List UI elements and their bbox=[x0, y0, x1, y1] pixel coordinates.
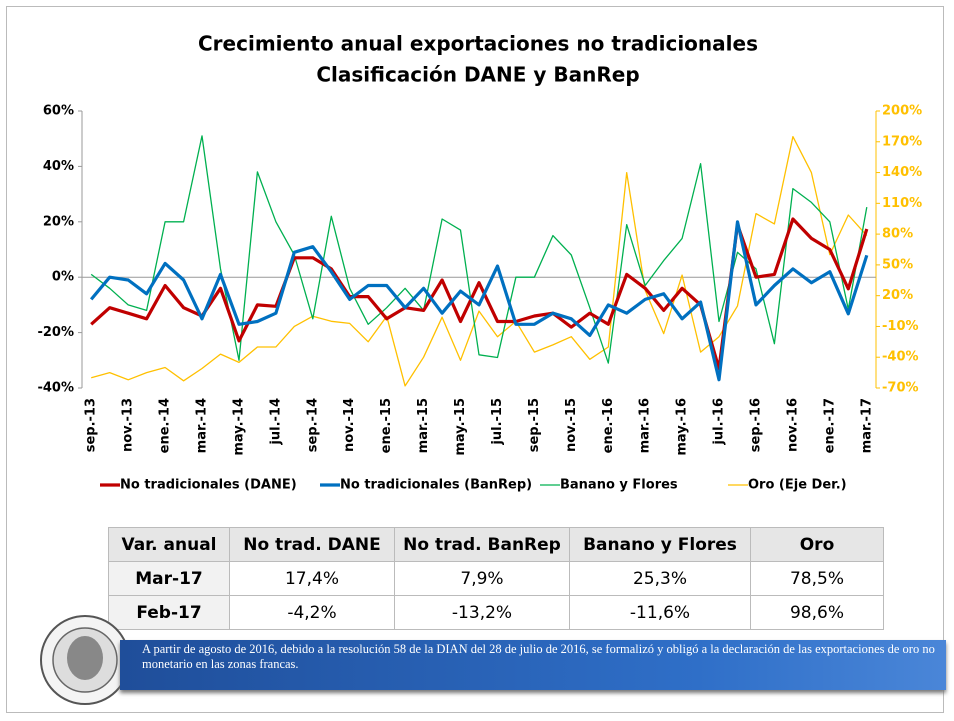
x-tick-label: may.-14 bbox=[231, 398, 246, 456]
table-cell: 7,9% bbox=[394, 561, 570, 596]
y2-tick-label: 20% bbox=[882, 288, 913, 303]
legend-label: No tradicionales (BanRep) bbox=[340, 478, 532, 493]
y-tick-label: 60% bbox=[43, 104, 74, 119]
table-cell: -13,2% bbox=[394, 595, 570, 630]
legend-label: No tradicionales (DANE) bbox=[120, 478, 297, 493]
y2-tick-label: 200% bbox=[882, 104, 922, 119]
x-tick-label: ene.-16 bbox=[601, 398, 616, 453]
x-tick-label: mar.-16 bbox=[638, 398, 653, 453]
x-tick-label: jul.-16 bbox=[712, 398, 727, 446]
logo bbox=[40, 615, 130, 705]
table-header-row: Var. anual No trad. DANE No trad. BanRep Ba… bbox=[108, 527, 884, 562]
table-row: Feb-17 -4,2% -13,2% -11,6% 98,6% bbox=[108, 595, 884, 630]
x-tick-label: sep.-15 bbox=[527, 398, 542, 452]
x-tick-label: sep.-13 bbox=[84, 398, 99, 452]
footnote: A partir de agosto de 2016, debido a la … bbox=[120, 640, 946, 690]
y-tick-label: -20% bbox=[37, 325, 74, 340]
y2-tick-label: 50% bbox=[882, 257, 913, 272]
x-tick-label: jul.-14 bbox=[268, 398, 283, 446]
y2-tick-label: 170% bbox=[882, 134, 922, 149]
table-row: Mar-17 17,4% 7,9% 25,3% 78,5% bbox=[108, 561, 884, 596]
series-line bbox=[90, 135, 868, 364]
legend-label: Oro (Eje Der.) bbox=[748, 478, 847, 493]
x-tick-label: mar.-15 bbox=[416, 398, 431, 453]
header-cell: Banano y Flores bbox=[569, 527, 751, 562]
header-cell: Var. anual bbox=[108, 527, 230, 562]
y2-tick-label: -70% bbox=[882, 381, 919, 396]
chart: Crecimiento anual exportaciones no tradi… bbox=[37, 32, 922, 493]
y-tick-label: 40% bbox=[43, 159, 74, 174]
y2-tick-label: -40% bbox=[882, 350, 919, 365]
table-cell: -11,6% bbox=[569, 595, 751, 630]
table-cell: 17,4% bbox=[229, 561, 395, 596]
y-tick-label: 0% bbox=[52, 270, 74, 285]
x-tick-label: nov.-14 bbox=[342, 398, 357, 452]
x-tick-label: sep.-14 bbox=[305, 398, 320, 452]
header-cell: No trad. DANE bbox=[229, 527, 395, 562]
x-tick-label: mar.-14 bbox=[195, 398, 210, 453]
slide-frame bbox=[6, 6, 944, 713]
chart-subtitle: Clasificación DANE y BanRep bbox=[316, 63, 639, 87]
row-header: Mar-17 bbox=[108, 561, 230, 596]
x-tick-label: may.-15 bbox=[453, 398, 468, 456]
y2-tick-label: 110% bbox=[882, 196, 922, 211]
chart-title: Crecimiento anual exportaciones no tradi… bbox=[198, 32, 758, 56]
x-tick-label: jul.-15 bbox=[490, 398, 505, 446]
x-tick-label: ene.-14 bbox=[158, 398, 173, 453]
series-line bbox=[89, 220, 869, 382]
x-tick-label: sep.-16 bbox=[748, 398, 763, 452]
x-tick-label: may.-16 bbox=[675, 398, 690, 456]
y-tick-label: 20% bbox=[43, 214, 74, 229]
table-cell: 25,3% bbox=[569, 561, 751, 596]
header-cell: Oro bbox=[750, 527, 884, 562]
x-tick-label: mar.-17 bbox=[859, 398, 874, 453]
table-cell: 78,5% bbox=[750, 561, 884, 596]
table-cell: -4,2% bbox=[229, 595, 395, 630]
y2-tick-label: 80% bbox=[882, 227, 913, 242]
x-tick-label: ene.-17 bbox=[822, 398, 837, 453]
x-tick-label: nov.-15 bbox=[564, 398, 579, 452]
header-cell: No trad. BanRep bbox=[394, 527, 570, 562]
legend-label: Banano y Flores bbox=[560, 478, 678, 493]
y-tick-label: -40% bbox=[37, 381, 74, 396]
summary-table: Var. anual No trad. DANE No trad. BanRep Ba… bbox=[108, 527, 884, 630]
table-cell: 98,6% bbox=[750, 595, 884, 630]
x-tick-label: nov.-16 bbox=[785, 398, 800, 452]
series-line bbox=[91, 135, 868, 387]
y2-tick-label: -10% bbox=[882, 319, 919, 334]
x-tick-label: ene.-15 bbox=[379, 398, 394, 453]
y2-tick-label: 140% bbox=[882, 165, 922, 180]
x-tick-label: nov.-13 bbox=[121, 398, 136, 452]
row-header: Feb-17 bbox=[108, 595, 230, 630]
